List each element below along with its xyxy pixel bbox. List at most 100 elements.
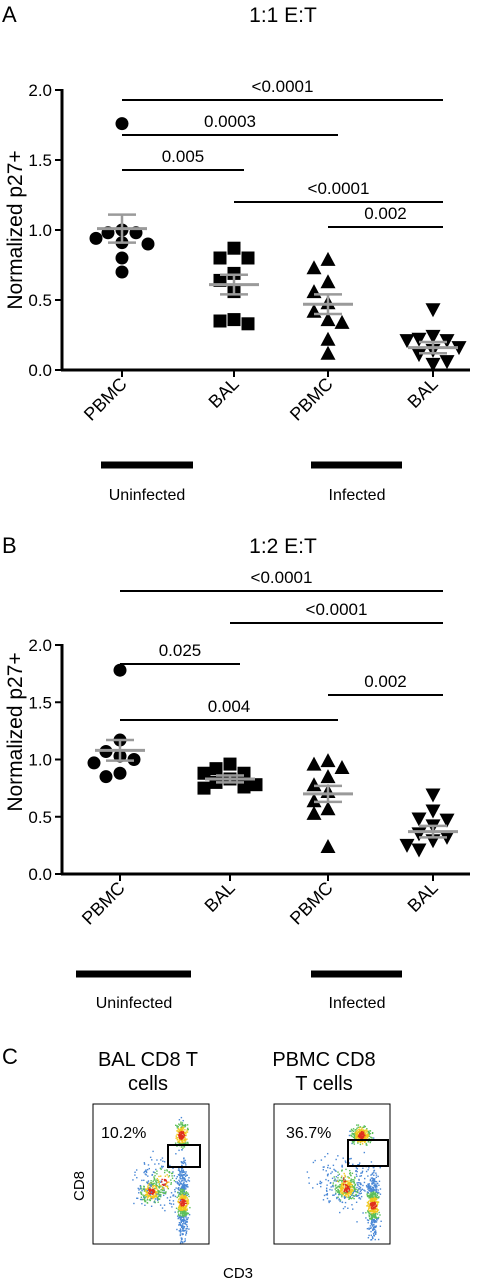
flow-event-dot bbox=[185, 1171, 187, 1173]
flow-event-dot bbox=[355, 1173, 358, 1176]
flow-event-dot bbox=[348, 1188, 351, 1190]
flow-event-dot bbox=[181, 1171, 184, 1173]
flow-event-dot bbox=[184, 1211, 186, 1214]
flow-event-dot bbox=[375, 1190, 377, 1192]
flow-event-dot bbox=[182, 1201, 185, 1204]
flow-event-dot bbox=[147, 1184, 149, 1186]
flow-event-dot bbox=[352, 1136, 355, 1139]
flow-event-dot bbox=[365, 1129, 368, 1131]
flow-event-dot bbox=[172, 1203, 175, 1205]
flow-event-dot bbox=[184, 1210, 186, 1212]
flow-event-dot bbox=[373, 1196, 376, 1199]
flow-event-dot bbox=[163, 1187, 165, 1190]
flow-event-dot bbox=[338, 1173, 341, 1175]
flow-event-dot bbox=[358, 1126, 361, 1129]
flow-event-dot bbox=[165, 1183, 168, 1185]
flow-event-dot bbox=[185, 1215, 187, 1218]
flow-event-dot bbox=[359, 1188, 361, 1190]
flow-event-dot bbox=[139, 1187, 142, 1190]
flow-event-dot bbox=[186, 1197, 188, 1199]
flow-plot-1-title-line2: cells bbox=[128, 1073, 168, 1095]
flow-event-dot bbox=[147, 1186, 149, 1188]
flow-event-dot bbox=[348, 1194, 350, 1196]
flow-event-dot bbox=[377, 1217, 380, 1220]
flow-event-dot bbox=[181, 1141, 184, 1143]
flow-event-dot bbox=[144, 1170, 147, 1172]
flow-event-dot bbox=[357, 1136, 359, 1139]
flow-event-dot bbox=[188, 1195, 190, 1198]
data-point-square bbox=[241, 317, 255, 331]
flow-event-dot bbox=[180, 1116, 183, 1119]
flow-event-dot bbox=[185, 1139, 187, 1141]
flow-event-dot bbox=[156, 1173, 158, 1175]
flow-event-dot bbox=[176, 1130, 178, 1132]
flow-event-dot bbox=[181, 1123, 184, 1126]
flow-event-dot bbox=[357, 1142, 359, 1144]
flow-event-dot bbox=[343, 1180, 346, 1183]
flow-event-dot bbox=[357, 1134, 359, 1136]
flow-event-dot bbox=[362, 1133, 364, 1136]
flow-event-dot bbox=[368, 1200, 370, 1203]
flow-event-dot bbox=[143, 1187, 145, 1190]
flow-event-dot bbox=[182, 1199, 185, 1202]
flow-event-dot bbox=[352, 1189, 354, 1192]
flow-event-dot bbox=[170, 1183, 172, 1185]
data-point-triangle-up bbox=[306, 260, 322, 275]
flow-event-dot bbox=[184, 1185, 186, 1187]
flow-event-dot bbox=[158, 1175, 160, 1178]
flow-event-dot bbox=[178, 1193, 181, 1195]
flow-event-dot bbox=[180, 1186, 183, 1188]
flow-event-dot bbox=[361, 1138, 363, 1140]
flow-event-dot bbox=[177, 1133, 179, 1136]
flow-event-dot bbox=[155, 1191, 158, 1193]
data-point-circle bbox=[87, 756, 101, 770]
flow-event-dot bbox=[361, 1172, 363, 1174]
flow-event-dot bbox=[187, 1179, 189, 1181]
flow-event-dot bbox=[370, 1234, 373, 1237]
flow-event-dot bbox=[180, 1161, 182, 1163]
flow-event-dot bbox=[175, 1153, 177, 1155]
flow-event-dot bbox=[140, 1196, 143, 1198]
flow-event-dot bbox=[181, 1124, 184, 1127]
flow-event-dot bbox=[175, 1177, 178, 1180]
flow-event-dot bbox=[181, 1162, 183, 1164]
flow-event-dot bbox=[376, 1183, 378, 1185]
flow-event-dot bbox=[185, 1191, 188, 1193]
y-tick-label: 0.0 bbox=[28, 865, 52, 884]
flow-event-dot bbox=[354, 1137, 356, 1140]
flow-event-dot bbox=[319, 1182, 321, 1185]
flow-event-dot bbox=[184, 1162, 187, 1164]
flow-event-dot bbox=[363, 1133, 366, 1136]
flow-event-dot bbox=[348, 1197, 351, 1200]
flow-event-dot bbox=[179, 1139, 181, 1141]
panel-b-y-axis-label: Normalized p27+ bbox=[4, 652, 27, 811]
flow-event-dot bbox=[374, 1217, 376, 1219]
flow-event-dot bbox=[348, 1183, 351, 1185]
p-value-label: <0.0001 bbox=[252, 77, 314, 96]
flow-event-dot bbox=[159, 1191, 162, 1194]
flow-event-dot bbox=[173, 1175, 176, 1177]
flow-event-dot bbox=[352, 1128, 355, 1130]
data-point-triangle-down bbox=[411, 348, 427, 363]
flow-event-dot bbox=[372, 1197, 374, 1200]
flow-event-dot bbox=[370, 1220, 373, 1222]
flow-event-dot bbox=[149, 1193, 152, 1196]
x-tick-label: BAL bbox=[201, 878, 239, 916]
flow-event-dot bbox=[181, 1174, 183, 1177]
flow-event-dot bbox=[146, 1199, 149, 1201]
data-point-triangle-up bbox=[320, 312, 336, 327]
flow-event-dot bbox=[377, 1189, 379, 1191]
flow-event-dot bbox=[357, 1194, 360, 1197]
data-point-square bbox=[241, 251, 255, 265]
flow-event-dot bbox=[373, 1221, 376, 1224]
flow-event-dot bbox=[180, 1136, 182, 1139]
flow-event-dot bbox=[186, 1184, 189, 1186]
flow-event-dot bbox=[184, 1186, 186, 1189]
flow-event-dot bbox=[163, 1184, 165, 1187]
flow-event-dot bbox=[174, 1211, 176, 1213]
flow-event-dot bbox=[334, 1169, 336, 1172]
flow-event-dot bbox=[182, 1208, 185, 1210]
flow-event-dot bbox=[143, 1185, 145, 1188]
flow-event-dot bbox=[349, 1197, 352, 1199]
flow-event-dot bbox=[155, 1196, 157, 1198]
